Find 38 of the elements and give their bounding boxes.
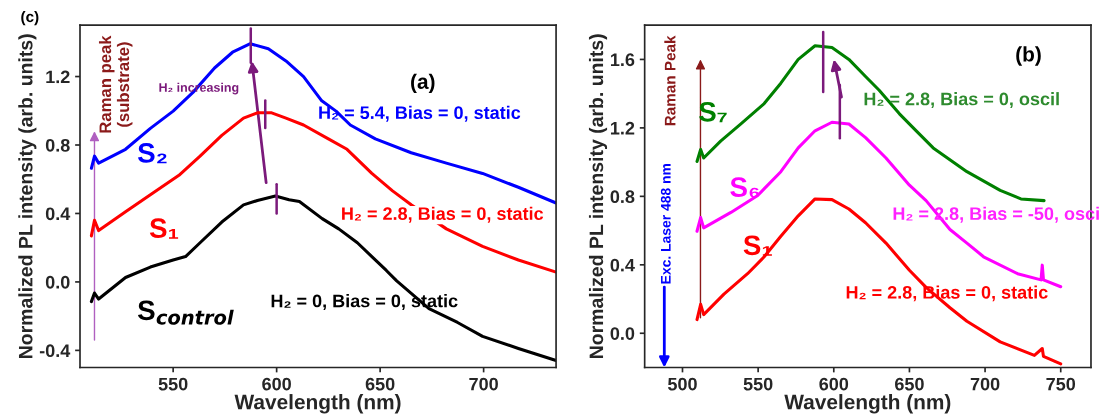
series-label: S$_{control}$: [137, 300, 234, 325]
x-tick-label: 750: [1046, 377, 1076, 391]
y-tick-label: -0.4: [39, 344, 71, 358]
line-series: [695, 197, 1063, 366]
y-tick-label: 0.4: [610, 258, 635, 272]
x-tick-label: 500: [667, 377, 697, 391]
y-tick-label: 0.0: [45, 275, 70, 289]
x-tick-label: 650: [365, 377, 395, 391]
y-tick-label: 1.2: [610, 121, 635, 135]
annotation: Raman Peak: [664, 35, 676, 126]
y-tick-label: 0.8: [610, 190, 635, 204]
annotation: Raman peak (substrate): [98, 35, 133, 133]
x-tick-label: 550: [743, 377, 773, 391]
x-axis-title: Wavelength (nm): [784, 394, 951, 414]
series-label: S₁: [149, 218, 179, 239]
annotation: (a): [411, 73, 435, 94]
y-tick-label: 0.4: [45, 207, 71, 221]
x-tick-label: 600: [262, 377, 291, 391]
annotation: H₂ = 2.8, Bias = 0, static: [342, 206, 544, 223]
y-tick-label: 1.6: [610, 53, 635, 67]
annotation: H₂ = 2.8, Bias = 0, oscil: [864, 92, 1059, 108]
annotation: H₂ = 5.4, Bias = 0, static: [319, 105, 521, 122]
y-tick-label: 0.0: [610, 327, 635, 340]
x-tick-label: 550: [158, 377, 188, 391]
annotation: (b): [1016, 46, 1041, 66]
y-axis-title: Normalized PL intensity (arb. units): [18, 34, 37, 359]
series-label: S₂: [137, 143, 167, 164]
y-tick-label: 0.8: [45, 138, 70, 152]
x-tick-label: 700: [469, 377, 498, 391]
x-tick-label: 600: [819, 377, 849, 391]
text: (c): [21, 10, 39, 26]
y-axis-title: Normalized PL intensity (arb. units): [588, 34, 608, 359]
annotation: Exc. Laser 488 nm: [660, 163, 671, 284]
x-axis-title: Wavelength (nm): [234, 394, 401, 414]
y-tick-label: 1.2: [46, 70, 70, 84]
line-series: [89, 194, 557, 363]
x-tick-label: 650: [895, 377, 924, 391]
x-tick-label: 700: [970, 377, 1000, 391]
